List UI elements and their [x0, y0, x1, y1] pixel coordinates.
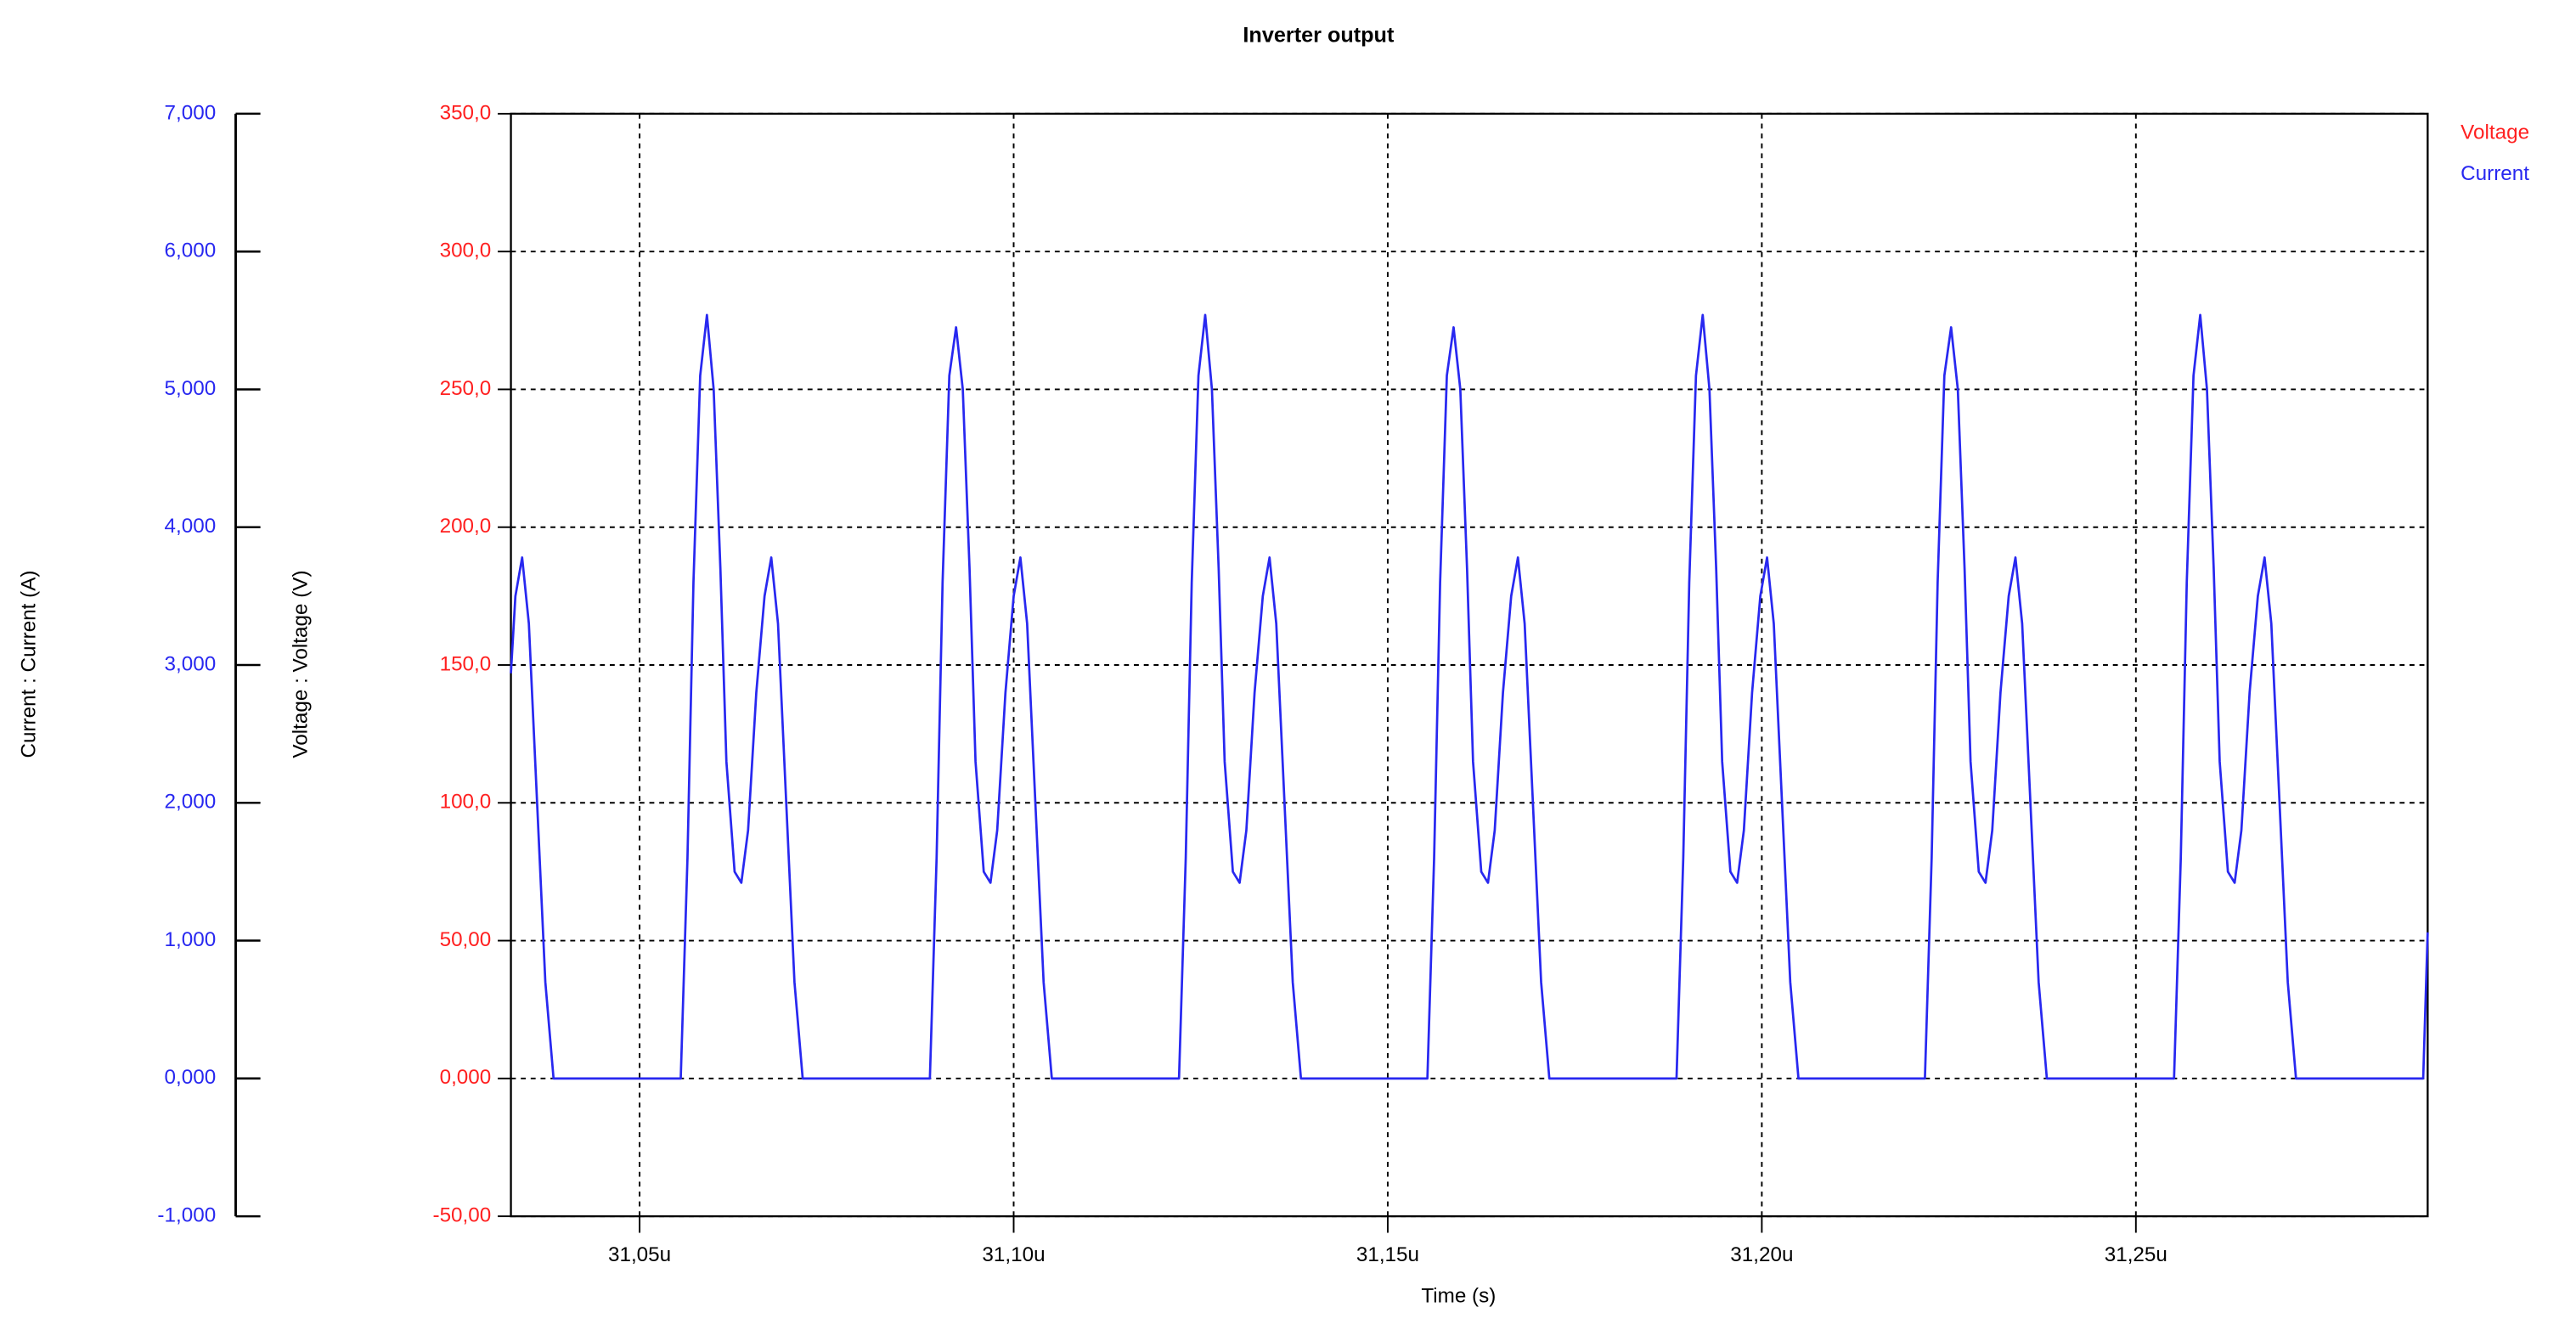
chart-title: Inverter output	[1243, 23, 1395, 47]
y2-tick-label: 6,000	[165, 240, 217, 262]
legend-label: Current	[2460, 162, 2529, 185]
y-tick-label: 0,000	[440, 1066, 492, 1089]
x-tick-label: 31,25u	[2105, 1243, 2167, 1266]
y-tick-label: 50,00	[440, 928, 492, 951]
x-tick-label: 31,15u	[1356, 1243, 1419, 1266]
x-tick-label: 31,05u	[608, 1243, 671, 1266]
x-axis-title: Time (s)	[1421, 1285, 1496, 1308]
y-axis-title: Voltage : Voltage (V)	[290, 570, 313, 758]
y2-tick-label: 4,000	[165, 515, 217, 538]
y2-tick-label: 2,000	[165, 791, 217, 814]
y2-tick-label: 0,000	[165, 1066, 217, 1089]
y-tick-label: 300,0	[440, 240, 492, 262]
y-tick-label: 250,0	[440, 377, 492, 400]
y2-tick-label: 3,000	[165, 652, 217, 675]
x-tick-label: 31,20u	[1730, 1243, 1793, 1266]
y2-tick-label: -1,000	[157, 1204, 216, 1227]
y2-tick-label: 1,000	[165, 928, 217, 951]
y-tick-label: 350,0	[440, 101, 492, 124]
series-line	[510, 313, 2429, 1080]
legend-label: Voltage	[2460, 121, 2529, 144]
y-tick-label: 150,0	[440, 652, 492, 675]
y2-tick-label: 5,000	[165, 377, 217, 400]
y-tick-label: -50,00	[433, 1204, 492, 1227]
x-tick-label: 31,10u	[982, 1243, 1045, 1266]
y-tick-label: 200,0	[440, 515, 492, 538]
y2-axis-title: Current : Current (A)	[17, 571, 40, 758]
y-tick-label: 100,0	[440, 791, 492, 814]
y2-tick-label: 7,000	[165, 101, 217, 124]
